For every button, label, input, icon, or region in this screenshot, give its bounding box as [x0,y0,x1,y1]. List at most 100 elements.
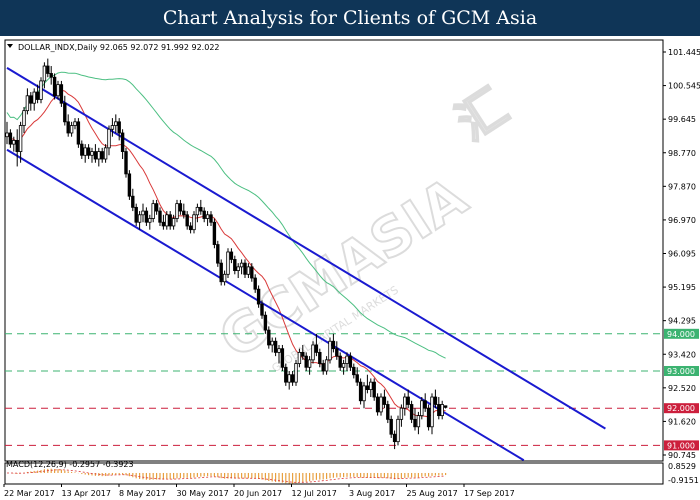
candle-body [103,147,108,160]
price-tick-label: 100.545 [668,82,700,91]
level-tag [664,365,699,376]
candle-body [352,366,356,376]
time-tick-label: 12 Jul 2017 [292,489,337,498]
candle-body [392,433,397,443]
candle-body [256,288,261,305]
candle-body [175,203,179,219]
candle-body [195,206,200,216]
level-tag-label: 92.000 [667,404,695,413]
candle-body [127,173,132,197]
candle-body [386,404,390,420]
candle-body [260,303,264,316]
candle-body [304,355,308,368]
level-tag [664,403,699,414]
candle-body [35,91,40,100]
candle-body [324,359,329,372]
price-tick-label: 98.770 [668,149,696,158]
candle-body [73,121,77,126]
candle-body [403,396,407,409]
candle-body [270,340,274,346]
candle-body [311,344,315,361]
level-tag-label: 93.000 [667,367,695,376]
candle-body [396,418,400,443]
candle-body [110,125,115,130]
candle-body [426,407,431,428]
candle-body [430,396,434,428]
candle-body [165,214,169,227]
collapse-triangle-icon[interactable] [7,44,13,48]
candle-body [250,266,254,279]
candle-body [420,400,424,417]
candle-body [321,363,325,372]
level-tag-label: 94.000 [667,330,695,339]
candle-body [409,404,414,420]
candle-body [372,381,376,398]
time-tick-label: 30 May 2017 [177,489,229,498]
candle-body [416,415,421,428]
candle-body [229,251,234,260]
candle-body [277,348,281,353]
candle-body [287,374,291,383]
candle-body [205,214,210,219]
price-tick-label: 96.970 [668,216,696,225]
candle-body [86,147,91,156]
channel-upper-line [6,67,606,430]
candle-body [358,381,363,402]
candle-body [314,344,319,353]
candle-body [83,147,87,156]
candle-body [93,151,98,160]
candle-body [25,95,30,112]
candle-body [63,102,67,123]
candle-body [335,348,339,357]
candle-body [66,121,70,134]
candle-body [46,65,50,74]
candle-body [318,352,322,364]
macd-pane-frame [4,462,664,485]
price-chart: GCMASIA GLOBAL CAPITAL MARKETS 汇 94.0009… [0,36,700,500]
candle-body [246,266,251,275]
time-tick-label: 25 Aug 2017 [407,489,458,498]
candle-body [437,404,441,417]
candle-body [443,405,448,408]
candle-body [158,210,162,223]
candle-body [5,132,9,138]
candle-body [144,210,149,223]
candle-body [100,151,104,160]
time-tick-label: 3 Aug 2017 [349,489,395,498]
moving-averages [6,71,446,418]
candle-body [273,340,278,353]
candle-body [80,143,84,156]
candle-body [307,359,312,368]
candle-body [365,385,370,390]
candle-body [151,203,155,219]
price-tick-label: 95.195 [668,283,696,292]
candle-body [375,396,380,413]
candle-body [297,352,302,364]
candle-body [202,210,206,219]
candle-body [18,125,23,152]
candle-body [12,140,16,145]
candle-body [168,214,172,227]
candle-body [117,121,121,134]
level-tag [664,440,699,451]
candle-body [328,340,332,361]
candle-body [382,396,387,405]
candle-body [267,329,271,346]
candle-body [178,203,183,212]
chart-info-label: DOLLAR_INDX,Daily 92.065 92.072 91.992 9… [18,43,220,52]
candle-body [233,259,237,271]
candle-body [399,407,404,420]
candle-body [124,151,128,175]
time-tick-label: 17 Sep 2017 [464,489,515,498]
candle-body [171,218,176,227]
price-tick-label: 94.295 [668,317,696,326]
candle-body [236,266,240,271]
candle-body [226,251,230,275]
price-tick-label: 93.420 [668,350,696,359]
support-resistance-levels: 94.000 93.000 92.000 91.000 [5,328,699,451]
candle-body [39,80,43,100]
candle-body [341,363,346,368]
ma-slow-line [6,71,446,359]
candle-body [131,195,135,208]
candle-body [389,418,393,435]
